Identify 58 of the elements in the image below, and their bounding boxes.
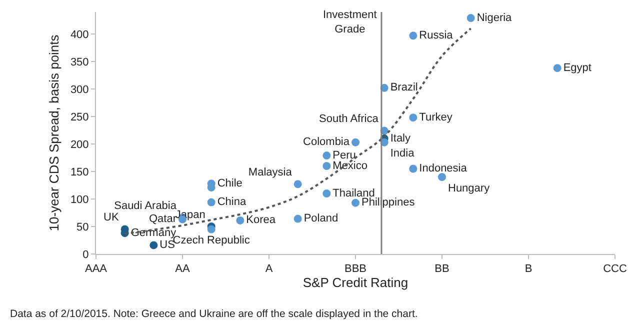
x-tick-label: BB (434, 263, 450, 276)
data-label: South Africa (319, 113, 380, 126)
data-label: Qatar (148, 213, 177, 226)
y-tick-label: 100 (70, 194, 89, 206)
point (236, 216, 244, 224)
point (150, 241, 158, 250)
x-tick-label: AA (175, 263, 190, 276)
point (438, 173, 446, 181)
y-tick-label: 250 (70, 111, 89, 124)
data-label: Saudi Arabia (114, 200, 178, 212)
point (322, 190, 331, 198)
data-label: Hungary (448, 182, 490, 194)
annotation: Investment Grade (323, 9, 377, 36)
point (294, 180, 302, 188)
y-tick-label: 150 (70, 166, 89, 178)
point (322, 152, 331, 160)
data-label: Malaysia (248, 166, 293, 178)
x-tick-label: BBB (344, 263, 367, 276)
data-label: Colombia (303, 136, 350, 148)
data-label: Mexico (332, 160, 368, 172)
data-label: Russia (419, 29, 454, 42)
x-tick-label: A (265, 263, 274, 276)
point (409, 32, 418, 40)
y-tick-label: 350 (70, 56, 89, 68)
y-tick-label: 200 (70, 138, 89, 151)
point (409, 164, 418, 173)
data-label: Brazil (390, 82, 418, 94)
point (409, 114, 418, 122)
y-axis-title: 10-year CDS Spread, basis points (46, 34, 62, 232)
data-label: Indonesia (419, 162, 468, 174)
data-label: Chile (217, 177, 242, 190)
text: Data as of 2/10/2015. Note: Greece and Ukraine are off the scale displayed in the chart. (10, 308, 418, 320)
x-axis-title: S&P Credit Rating (302, 275, 408, 290)
point (466, 14, 475, 22)
point (352, 138, 360, 146)
x-tick-label: B (524, 263, 532, 276)
point (207, 198, 216, 206)
x-tick-label: CCC (603, 263, 627, 276)
x-tick-label: AAA (84, 263, 108, 276)
y-tick-label: 400 (70, 28, 89, 41)
data-label: Peru (332, 149, 356, 162)
data-label: India (390, 148, 416, 160)
data-label: China (217, 196, 247, 208)
data-label: Egypt (563, 62, 592, 74)
point (553, 64, 562, 72)
data-label: Italy (390, 132, 412, 144)
data-label: UK (104, 212, 120, 224)
point (294, 214, 302, 223)
y-tick-label: 0 (82, 248, 89, 261)
data-label: Korea (246, 214, 276, 226)
data-label: Poland (304, 212, 338, 225)
y-tick-label: 300 (70, 84, 89, 96)
point (207, 225, 216, 234)
point (352, 198, 360, 207)
data-label: Nigeria (476, 12, 513, 24)
data-label: Turkey (419, 111, 453, 124)
point (322, 162, 331, 170)
y-tick-label: 50 (76, 221, 89, 234)
